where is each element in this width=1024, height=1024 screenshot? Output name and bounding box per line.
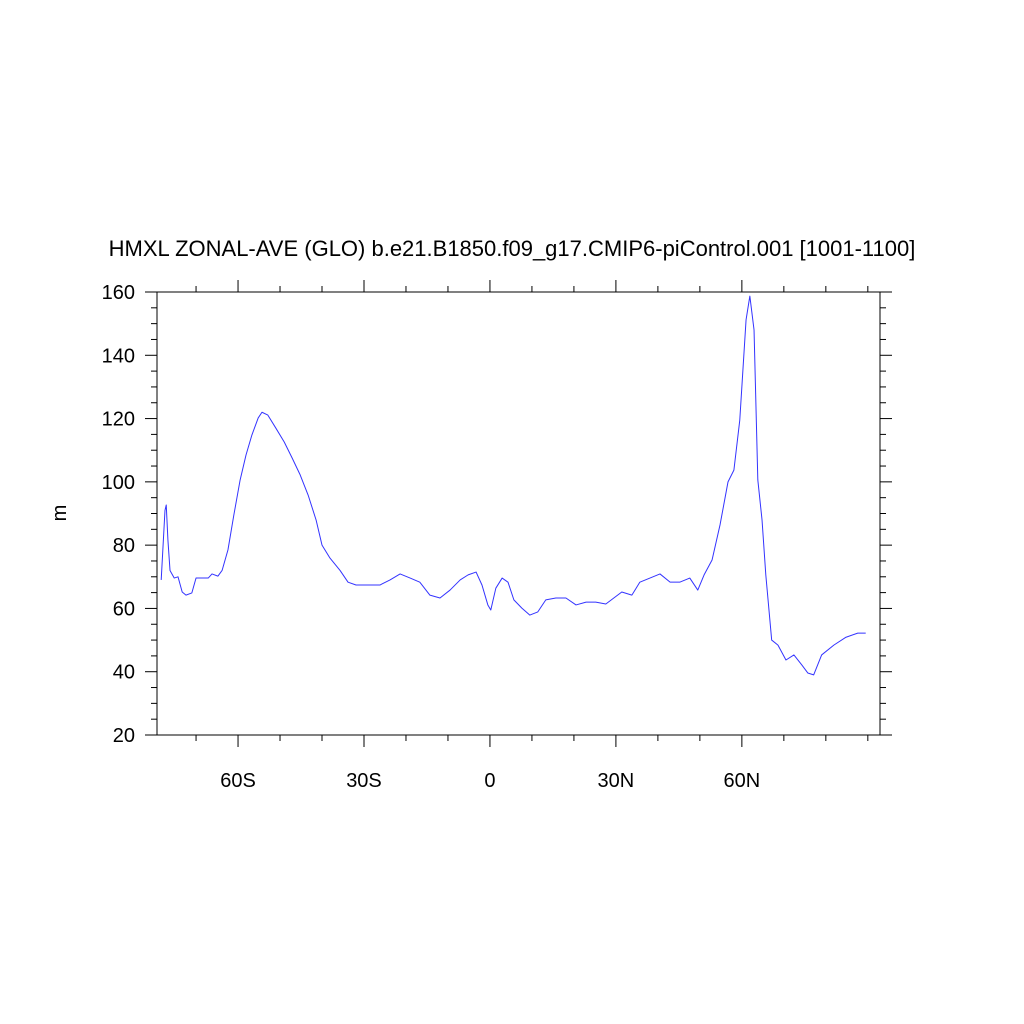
y-tick-label: 20: [113, 725, 135, 747]
y-tick-label: 60: [113, 598, 135, 620]
chart-title: HMXL ZONAL-AVE (GLO) b.e21.B1850.f09_g17…: [109, 236, 916, 261]
y-tick-label: 100: [102, 472, 135, 494]
x-tick-label: 60S: [220, 770, 256, 792]
y-tick-label: 160: [102, 282, 135, 304]
x-tick-label: 0: [484, 770, 495, 792]
y-tick-label: 40: [113, 662, 135, 684]
y-tick-label: 140: [102, 345, 135, 367]
y-tick-label: 80: [113, 535, 135, 557]
y-tick-label: 120: [102, 409, 135, 431]
y-axis-label: m: [49, 505, 71, 522]
x-tick-label: 30S: [346, 770, 382, 792]
x-tick-label: 30N: [598, 770, 635, 792]
x-tick-label: 60N: [724, 770, 761, 792]
plot-frame: [156, 291, 881, 736]
data-line: [160, 295, 866, 676]
